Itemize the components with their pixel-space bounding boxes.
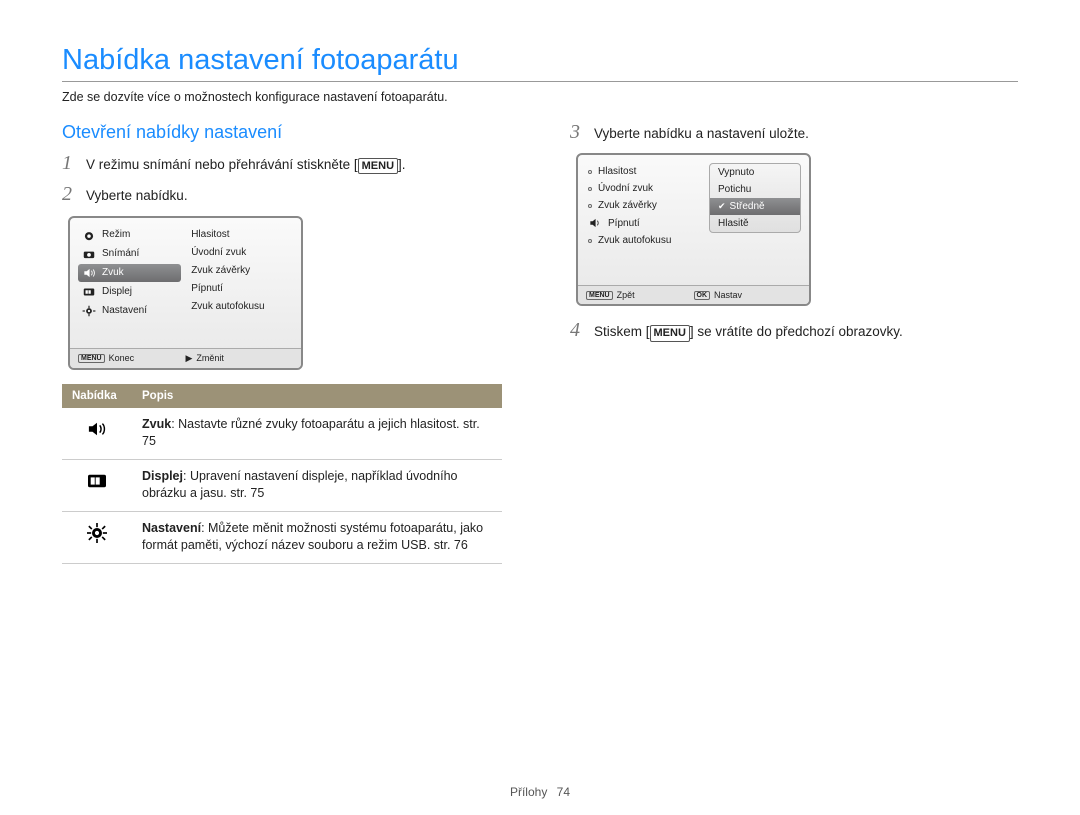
menu-item-shooting: Snímání [78, 245, 181, 263]
submenu-item: Zvuk autofokusu [187, 298, 293, 315]
menu-key-icon: MENU [586, 291, 613, 300]
table-cell-desc: Zvuk: Nastavte různé zvuky fotoaparátu a… [132, 408, 502, 460]
camera-settings-screenshot: Hlasitost Úvodní zvuk Zvuk závěrky Pípnu… [576, 153, 811, 306]
check-icon: ✔ [718, 201, 726, 212]
page-footer: Přílohy 74 [0, 785, 1080, 799]
footer-section-label: Přílohy [510, 785, 547, 799]
table-header-desc: Popis [132, 384, 502, 408]
gear-icon [62, 511, 132, 563]
option-item: Hlasitost [586, 163, 702, 180]
submenu-item: Úvodní zvuk [187, 244, 293, 261]
value-popup: Vypnuto Potichu ✔Středně Hlasitě [709, 163, 801, 233]
table-row: Nastavení: Můžete měnit možnosti systému… [62, 511, 502, 563]
gear-icon [82, 305, 96, 317]
table-row: Zvuk: Nastavte různé zvuky fotoaparátu a… [62, 408, 502, 460]
speaker-icon [62, 408, 132, 460]
popup-item: Vypnuto [710, 164, 800, 181]
step-number-1: 1 [62, 153, 78, 173]
menu-button-label: MENU [650, 325, 690, 341]
popup-item: Hlasitě [710, 215, 800, 232]
submenu-item: Hlasitost [187, 226, 293, 243]
step-number-2: 2 [62, 184, 78, 204]
menu-key-icon: MENU [78, 354, 105, 363]
menu-item-sound: Zvuk [78, 264, 181, 282]
step-4-text: Stiskem [MENU] se vrátíte do předchozí o… [594, 320, 903, 341]
step-2-text: Vyberte nabídku. [86, 184, 188, 205]
table-row: Displej: Upravení nastavení displeje, na… [62, 459, 502, 511]
dial-icon [82, 229, 96, 241]
step-number-3: 3 [570, 122, 586, 142]
footer-back: Zpět [617, 290, 635, 300]
menu-item-mode: Režim [78, 226, 181, 244]
ok-key-icon: OK [694, 291, 711, 300]
menu-item-settings: Nastavení [78, 302, 181, 320]
intro-text: Zde se dozvíte více o možnostech konfigu… [62, 90, 1018, 104]
popup-item-selected: ✔Středně [710, 198, 800, 215]
page-number: 74 [557, 785, 570, 799]
display-icon [62, 459, 132, 511]
submenu-item: Zvuk závěrky [187, 262, 293, 279]
page-title: Nabídka nastavení fotoaparátu [62, 44, 1018, 82]
display-icon [82, 286, 96, 298]
speaker-icon [82, 267, 96, 279]
menu-description-table: Nabídka Popis Zvuk: Nastavte různé zvuky… [62, 384, 502, 564]
section-title: Otevření nabídky nastavení [62, 122, 510, 143]
table-header-menu: Nabídka [62, 384, 132, 408]
camera-menu-screenshot: Režim Snímání Zvuk Displej Nastavení [68, 216, 303, 370]
speaker-icon [588, 217, 602, 229]
table-cell-desc: Displej: Upravení nastavení displeje, na… [132, 459, 502, 511]
step-3-text: Vyberte nabídku a nastavení uložte. [594, 122, 809, 143]
popup-item: Potichu [710, 181, 800, 198]
option-item: Úvodní zvuk [586, 180, 702, 197]
menu-button-label: MENU [358, 158, 398, 174]
menu-item-display: Displej [78, 283, 181, 301]
footer-change: Změnit [196, 353, 224, 363]
option-item: Zvuk závěrky [586, 197, 702, 214]
table-cell-desc: Nastavení: Můžete měnit možnosti systému… [132, 511, 502, 563]
submenu-item: Pípnutí [187, 280, 293, 297]
step-1-text: V režimu snímání nebo přehrávání stiskně… [86, 153, 406, 174]
option-item: Pípnutí [586, 214, 702, 232]
right-arrow-icon: ▶ [186, 353, 193, 364]
footer-exit: Konec [109, 353, 135, 363]
step-number-4: 4 [570, 320, 586, 340]
footer-set: Nastav [714, 290, 742, 300]
camera-icon [82, 248, 96, 260]
option-item: Zvuk autofokusu [586, 232, 702, 249]
